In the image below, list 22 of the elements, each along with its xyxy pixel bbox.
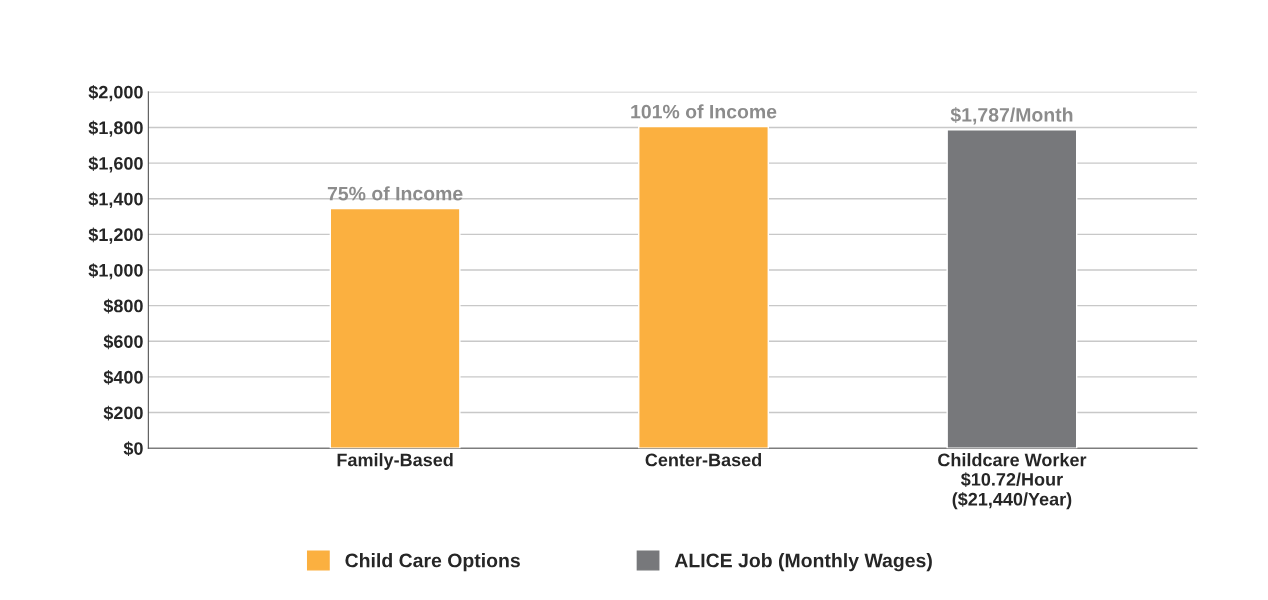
- y-tick-label: $400: [103, 370, 143, 385]
- annotation: 75% of Income: [327, 186, 463, 201]
- data-label: $1,787/Month: [950, 107, 1073, 125]
- y-tick-label: $200: [103, 405, 143, 421]
- x-tick-label: Center-Based: [645, 453, 762, 467]
- bar: [329, 207, 461, 449]
- legend-label: ALICE Job (Monthly Wages): [674, 553, 932, 572]
- y-tick-label: $1,400: [88, 191, 143, 209]
- y-tick-label: $1,200: [88, 227, 143, 244]
- y-tick-label: $1,000: [88, 263, 143, 280]
- legend-label: Child Care Options: [345, 553, 520, 572]
- y-tick-label: $2,000: [88, 84, 143, 102]
- y-tick-label: $800: [103, 298, 143, 314]
- y-tick-label: $1,600: [88, 156, 143, 173]
- x-tick-label: Childcare Worker $10.72/Hour ($21,440/Year): [938, 453, 1087, 510]
- y-tick-label: $600: [103, 334, 143, 350]
- y-tick-label: $1,800: [88, 120, 143, 137]
- y-tick-label: $0: [123, 441, 143, 457]
- annotation: 101% of Income: [631, 104, 777, 119]
- x-tick-label: Family-Based: [337, 453, 453, 470]
- bar: [946, 129, 1078, 449]
- bar: [638, 125, 769, 449]
